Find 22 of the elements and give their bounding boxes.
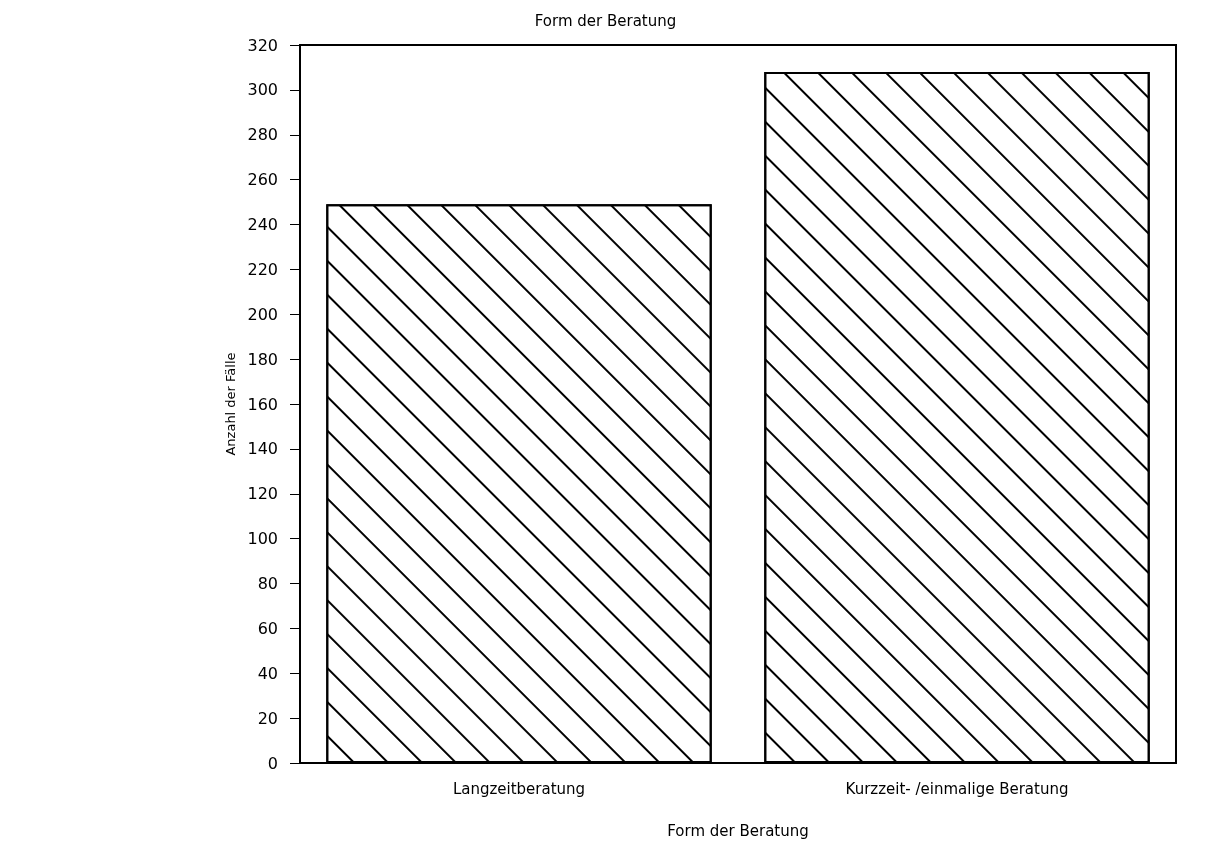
y-tick-label: 40 — [257, 663, 278, 683]
x-tick-label: Langzeitberatung — [452, 779, 586, 798]
y-tick-label: 0 — [267, 753, 278, 773]
y-tick-label: 260 — [247, 170, 278, 190]
y-tick-label: 240 — [247, 215, 278, 234]
x-tick-label: Kurzzeit- /einmalige Beratung — [845, 779, 1069, 798]
y-tick-label: 60 — [257, 618, 278, 638]
y-tick-label: 200 — [247, 304, 278, 324]
y-tick-label: 180 — [247, 349, 278, 369]
x-axis-title: Form der Beratung — [667, 821, 809, 840]
y-tick-label: 160 — [247, 394, 278, 414]
y-tick-label: 120 — [247, 484, 278, 504]
y-tick-label: 80 — [257, 574, 278, 593]
y-tick-label: 320 — [247, 35, 278, 55]
y-tick-label: 280 — [247, 125, 278, 145]
chart-title: Form der Beratung — [534, 11, 677, 30]
y-axis-title: Anzahl der Fälle — [222, 352, 238, 456]
y-tick-label: 100 — [247, 529, 278, 549]
y-tick-label: 140 — [247, 439, 278, 459]
y-tick-label: 20 — [257, 708, 278, 728]
y-tick-label: 220 — [247, 259, 278, 279]
y-tick-label: 300 — [247, 80, 278, 100]
